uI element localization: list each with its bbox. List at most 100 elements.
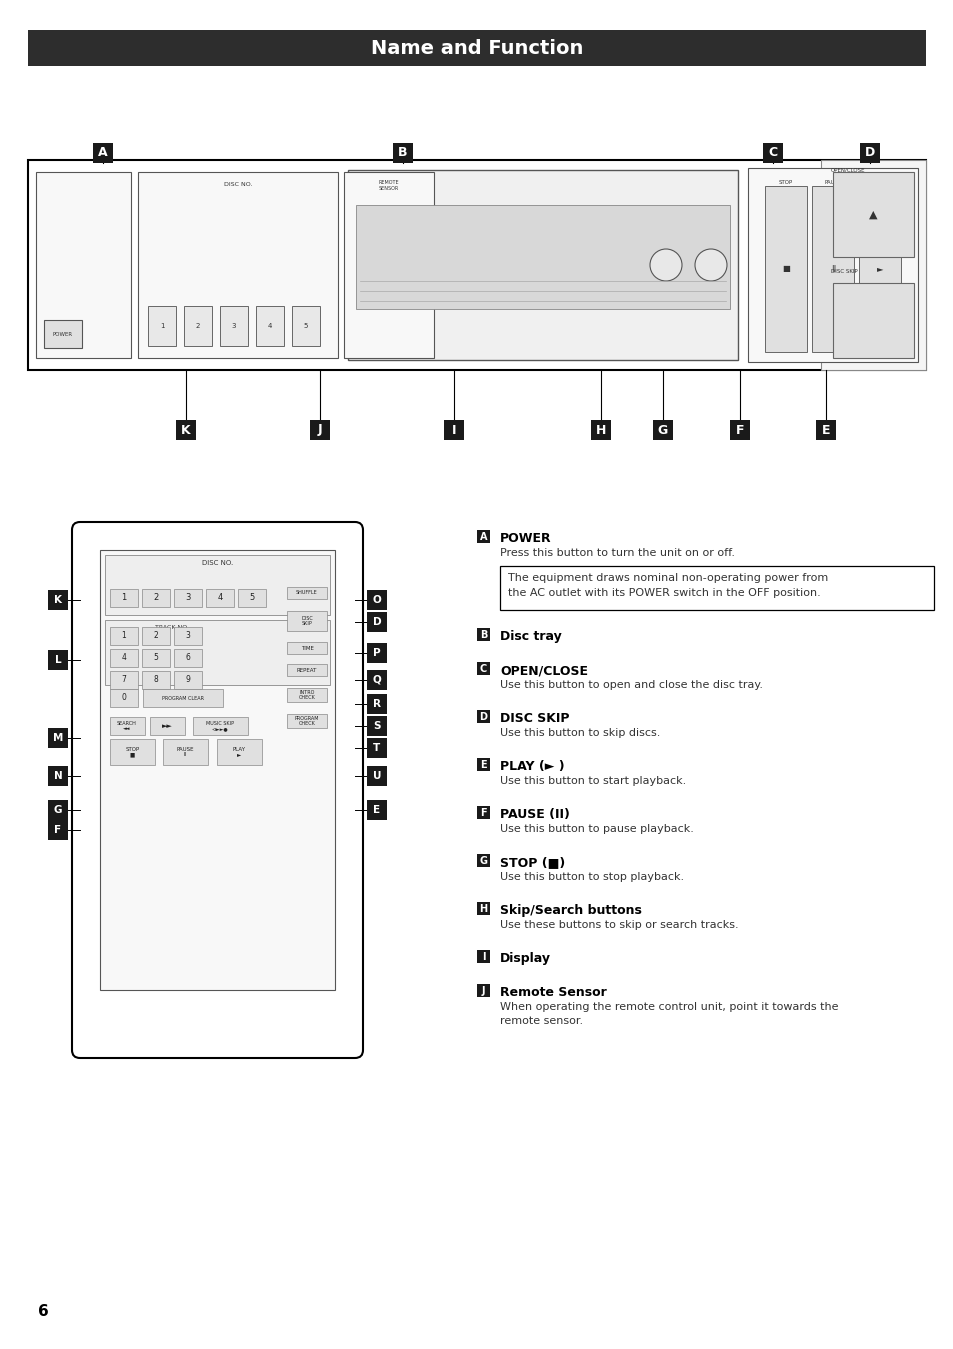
Text: H: H xyxy=(479,904,487,913)
Text: POWER: POWER xyxy=(499,532,551,545)
Bar xyxy=(142,590,170,607)
Bar xyxy=(148,306,175,345)
Bar xyxy=(175,420,195,440)
Text: 8: 8 xyxy=(153,676,158,684)
Text: K: K xyxy=(54,595,62,604)
Bar xyxy=(105,554,330,615)
Bar xyxy=(173,590,202,607)
Bar xyxy=(287,587,327,599)
Bar xyxy=(173,627,202,645)
Bar xyxy=(476,758,490,772)
Text: 3: 3 xyxy=(186,631,191,641)
Text: Disc tray: Disc tray xyxy=(499,630,561,643)
Text: J: J xyxy=(317,424,322,437)
Bar xyxy=(729,420,749,440)
Bar xyxy=(48,766,68,786)
Bar xyxy=(762,143,782,163)
Bar xyxy=(48,650,68,670)
Bar xyxy=(184,306,212,345)
Text: 3: 3 xyxy=(232,322,236,329)
Text: REMOTE
SENSOR: REMOTE SENSOR xyxy=(378,179,399,190)
Text: 4: 4 xyxy=(217,594,222,603)
Bar xyxy=(44,320,82,348)
Text: PLAY: PLAY xyxy=(873,179,885,185)
Text: D: D xyxy=(479,711,487,722)
Bar xyxy=(443,420,463,440)
Text: F: F xyxy=(479,808,486,817)
Circle shape xyxy=(695,250,726,281)
Text: H: H xyxy=(596,424,605,437)
Bar xyxy=(142,627,170,645)
Bar xyxy=(138,173,337,357)
Text: the AC outlet with its POWER switch in the OFF position.: the AC outlet with its POWER switch in t… xyxy=(507,588,820,598)
Text: ▲: ▲ xyxy=(868,209,877,220)
Text: 5: 5 xyxy=(153,653,158,662)
Bar xyxy=(821,161,925,370)
Text: 4: 4 xyxy=(121,653,127,662)
Bar xyxy=(747,169,917,362)
Bar xyxy=(142,649,170,666)
Bar xyxy=(143,689,223,707)
Text: 6: 6 xyxy=(38,1304,49,1319)
Text: STOP
■: STOP ■ xyxy=(125,746,139,757)
Text: S: S xyxy=(373,720,380,731)
Text: 2: 2 xyxy=(153,631,158,641)
Text: B: B xyxy=(397,147,407,159)
Text: SHUFFLE: SHUFFLE xyxy=(295,591,317,595)
Text: The equipment draws nominal non-operating power from: The equipment draws nominal non-operatin… xyxy=(507,573,827,583)
Text: ■: ■ xyxy=(781,264,789,274)
Bar xyxy=(476,950,490,963)
Bar xyxy=(859,143,879,163)
Bar xyxy=(393,143,413,163)
Text: F: F xyxy=(54,826,62,835)
Text: Name and Function: Name and Function xyxy=(371,39,582,58)
Text: G: G xyxy=(53,805,62,815)
Bar xyxy=(110,739,154,765)
Text: PROGRAM
CHECK: PROGRAM CHECK xyxy=(294,715,319,726)
Bar xyxy=(652,420,672,440)
Bar xyxy=(367,590,387,610)
Text: B: B xyxy=(479,630,487,639)
Bar xyxy=(815,420,835,440)
Text: remote sensor.: remote sensor. xyxy=(499,1016,582,1027)
Text: DISC SKIP: DISC SKIP xyxy=(499,712,569,724)
Bar xyxy=(367,766,387,786)
Bar xyxy=(206,590,233,607)
Text: 5: 5 xyxy=(303,322,308,329)
Text: DISC NO.: DISC NO. xyxy=(224,182,252,188)
Text: INTRO
CHECK: INTRO CHECK xyxy=(298,689,315,700)
FancyBboxPatch shape xyxy=(71,522,363,1058)
Text: N: N xyxy=(53,772,62,781)
Text: 9: 9 xyxy=(186,676,191,684)
Bar xyxy=(110,689,138,707)
Text: A: A xyxy=(98,147,108,159)
Bar xyxy=(310,420,330,440)
Text: F: F xyxy=(735,424,743,437)
Bar xyxy=(476,902,490,915)
Bar xyxy=(142,670,170,689)
Text: Use this button to start playback.: Use this button to start playback. xyxy=(499,776,685,786)
Text: R: R xyxy=(373,699,380,710)
Bar xyxy=(287,642,327,654)
Bar xyxy=(832,283,913,357)
Text: ►: ► xyxy=(876,264,882,274)
Bar xyxy=(476,662,490,674)
Text: 1: 1 xyxy=(159,322,164,329)
Text: TIME: TIME xyxy=(300,646,314,650)
Bar xyxy=(48,820,68,840)
Bar xyxy=(811,186,853,352)
Bar xyxy=(193,718,248,735)
Bar xyxy=(173,649,202,666)
Bar xyxy=(476,854,490,867)
Text: Use these buttons to skip or search tracks.: Use these buttons to skip or search trac… xyxy=(499,920,738,929)
Bar xyxy=(28,161,925,370)
Bar xyxy=(110,718,145,735)
Bar xyxy=(367,716,387,737)
Text: TRACK NO.: TRACK NO. xyxy=(154,625,189,630)
Bar xyxy=(287,664,327,676)
Bar xyxy=(110,590,138,607)
Text: I: I xyxy=(481,951,485,962)
Text: DISC SKIP: DISC SKIP xyxy=(830,268,857,274)
Text: ►►: ►► xyxy=(161,723,172,728)
Text: Use this button to pause playback.: Use this button to pause playback. xyxy=(499,824,693,834)
